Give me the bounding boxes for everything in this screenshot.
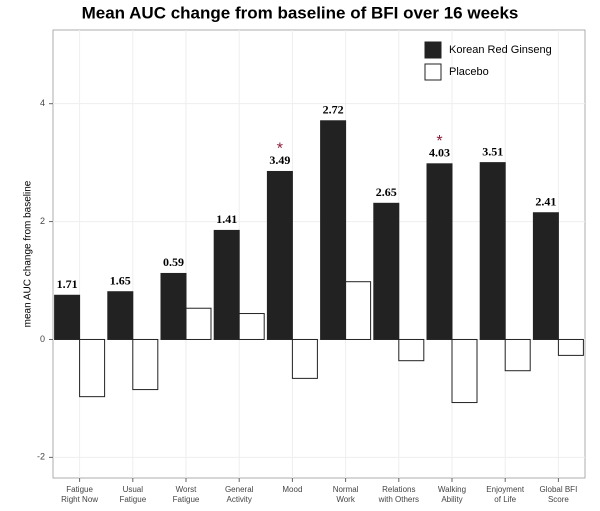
bar [213, 229, 240, 340]
x-tick-label: Global BFI [540, 485, 578, 494]
x-tick-label: with Others [378, 495, 419, 504]
x-tick-label: Fatigue [119, 495, 146, 504]
group-label: 1.65 [110, 273, 131, 287]
y-tick-label: 4 [40, 98, 45, 108]
x-tick-label: Enjoyment [486, 485, 525, 494]
significance-marker: * [277, 141, 283, 158]
group-label: 1.71 [57, 277, 78, 291]
y-tick-label: -2 [37, 452, 45, 462]
bar [345, 281, 372, 340]
x-tick-label: Work [336, 495, 356, 504]
significance-marker: * [436, 133, 442, 150]
y-axis-label: mean AUC change from baseline [23, 180, 34, 327]
legend-swatch [424, 41, 442, 59]
x-tick-label: Mood [282, 485, 302, 494]
x-tick-label: Activity [227, 495, 252, 504]
bar [451, 338, 478, 404]
bar [426, 163, 453, 340]
x-tick-label: Score [548, 495, 569, 504]
bar [266, 170, 293, 340]
bar [238, 313, 265, 340]
bar [398, 338, 425, 362]
bar [557, 338, 584, 356]
x-tick-label: Ability [441, 495, 462, 504]
bar [132, 338, 159, 391]
group-label: 2.41 [535, 194, 556, 208]
bar [291, 338, 318, 379]
x-tick-label: Usual [123, 485, 144, 494]
x-tick-label: Fatigue [66, 485, 93, 494]
x-tick-label: Walking [438, 485, 466, 494]
x-tick-label: General [225, 485, 254, 494]
bar [320, 120, 347, 340]
x-tick-label: Fatigue [173, 495, 200, 504]
group-label: 3.49 [269, 153, 290, 167]
y-tick-label: 2 [40, 216, 45, 226]
group-label: 0.59 [163, 255, 184, 269]
legend-label: Placebo [449, 66, 489, 78]
group-label: 1.41 [216, 212, 237, 226]
bar [373, 202, 400, 340]
bar [107, 291, 134, 340]
bar [160, 272, 187, 340]
bar [54, 294, 81, 340]
group-label: 2.65 [376, 185, 397, 199]
legend-swatch [424, 63, 442, 81]
y-tick-label: 0 [40, 334, 45, 344]
x-tick-label: of Life [494, 495, 516, 504]
group-label: 3.51 [482, 144, 503, 158]
bar [185, 307, 212, 340]
x-tick-label: Right Now [61, 495, 98, 504]
legend-label: Korean Red Ginseng [449, 44, 552, 56]
bar [504, 338, 531, 372]
chart-title: Mean AUC change from baseline of BFI ove… [82, 3, 519, 22]
bar [532, 212, 559, 340]
bar [479, 162, 506, 340]
group-label: 2.72 [323, 103, 344, 117]
group-label: 4.03 [429, 146, 450, 160]
bar [79, 338, 106, 398]
x-tick-label: Normal [333, 485, 359, 494]
x-tick-label: Worst [176, 485, 198, 494]
x-tick-label: Relations [382, 485, 415, 494]
